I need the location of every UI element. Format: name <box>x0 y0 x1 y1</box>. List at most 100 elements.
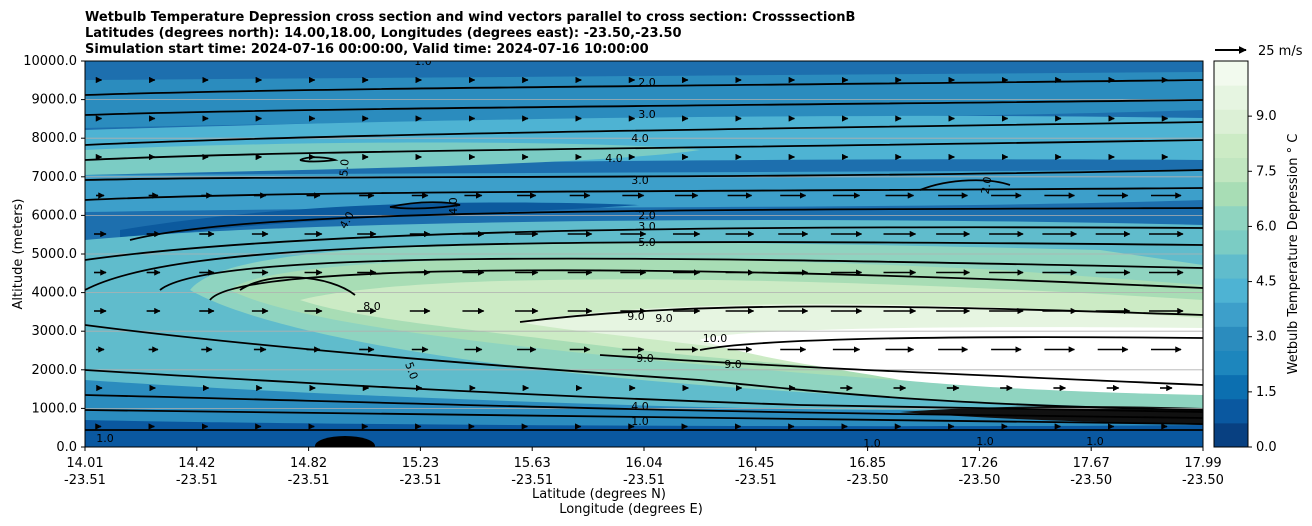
contour-label: 9.0 <box>636 352 654 365</box>
x-axis: 14.01 -23.51 14.42 -23.51 14.82 -23.51 15.23 -2… <box>64 447 1224 488</box>
contour-label: 10.0 <box>703 332 728 345</box>
x-axis-label-line-1: Latitude (degrees N) <box>532 487 666 502</box>
x-axis-label-line-2: Longitude (degrees E) <box>559 502 703 517</box>
colorbar-segment <box>1214 254 1248 279</box>
colorbar-tick-label: 1.5 <box>1256 385 1277 400</box>
contour-line <box>129 207 1203 241</box>
quiver-key-label: 25 m/s <box>1258 44 1303 59</box>
field-band <box>85 142 700 175</box>
contour-line <box>85 99 1203 116</box>
contour-line <box>85 394 1203 419</box>
y-tick-label: 1000.0 <box>32 401 78 416</box>
colorbar-segment <box>1214 157 1248 183</box>
contour-label: 9.0 <box>627 310 645 323</box>
x-tick-label-lon: -23.50 <box>958 473 1000 488</box>
x-tick-label-lon: -23.51 <box>288 473 330 488</box>
y-axis: 0.0 1000.0 2000.0 3000.0 4000.0 5000.0 6000.0 7… <box>23 54 85 455</box>
contour-line <box>85 79 1203 96</box>
colorbar-tick-label: 7.5 <box>1256 164 1277 179</box>
y-tick-label: 10000.0 <box>23 54 77 69</box>
contour-label: 3.0 <box>631 174 649 187</box>
contour-label: 5.0 <box>337 158 351 177</box>
colorbar-tick-label: 4.5 <box>1256 275 1277 290</box>
contour-line <box>85 409 1203 425</box>
colorbar-label: Wetbulb Temperature Depression ° C <box>1286 134 1301 375</box>
x-tick-label-lat: 15.63 <box>514 456 551 471</box>
contour-line <box>519 305 1203 323</box>
y-tick-label: 7000.0 <box>32 170 78 185</box>
contour-label: 4.0 <box>631 132 649 145</box>
colorbar-tick-label: 0.0 <box>1256 440 1277 455</box>
colorbar-segment <box>1214 109 1248 134</box>
colorbar <box>1214 61 1248 448</box>
contour-label: 4.0 <box>447 197 460 215</box>
x-tick-label-lat: 16.85 <box>849 456 886 471</box>
contour-label: 4.0 <box>631 400 649 413</box>
colorbar-segment <box>1214 326 1248 351</box>
contour-line <box>919 179 1011 191</box>
y-tick-label: 0.0 <box>56 440 77 455</box>
contour-line <box>699 336 1203 351</box>
colorbar-segment <box>1214 205 1248 231</box>
contour-label: 9.0 <box>724 358 742 371</box>
contour-label: 4.0 <box>605 152 623 165</box>
colorbar-segment <box>1214 278 1248 303</box>
contour-label: 1.0 <box>863 437 881 450</box>
x-tick-label-lon: -23.51 <box>399 473 441 488</box>
x-tick-label-lat: 14.42 <box>178 456 215 471</box>
plot-area: 2.0 3.0 4.0 4.0 3.0 2.0 3.0 5.0 8.0 9.0 … <box>85 55 1203 450</box>
contour-line <box>389 201 461 210</box>
contour-line <box>85 139 1203 161</box>
contour-labels: 2.0 3.0 4.0 4.0 3.0 2.0 3.0 5.0 8.0 9.0 … <box>96 55 1104 450</box>
field-band <box>700 327 1203 395</box>
x-tick-label-lon: -23.50 <box>1070 473 1112 488</box>
x-tick-label-lon: -23.51 <box>176 473 218 488</box>
colorbar-tick-label: 3.0 <box>1256 330 1277 345</box>
contour-line <box>159 257 1203 291</box>
wind-vectors <box>94 76 1184 430</box>
field-band <box>120 202 640 240</box>
x-tick-label-lat: 14.01 <box>66 456 103 471</box>
contour-line <box>599 354 1203 386</box>
contour-label: 2.0 <box>638 76 656 89</box>
contour-label: 9.0 <box>655 312 673 325</box>
x-tick-label-lon: -23.51 <box>623 473 665 488</box>
contour-line <box>85 324 1203 411</box>
x-tick-label-lon: -23.50 <box>1182 473 1224 488</box>
colorbar-tick-label: 6.0 <box>1256 219 1277 234</box>
contour-line <box>85 187 1203 201</box>
contour-label: 1.0 <box>1086 435 1104 448</box>
x-tick-label-lat: 15.23 <box>402 456 439 471</box>
y-axis-label: Altitude (meters) <box>11 199 26 310</box>
x-tick-label-lon: -23.51 <box>735 473 777 488</box>
colorbar-segment <box>1214 229 1248 255</box>
contour-label: 5.0 <box>638 236 656 249</box>
contour-lines <box>85 79 1203 432</box>
y-tick-label: 8000.0 <box>32 131 78 146</box>
colorbar-ticks: 0.0 1.5 3.0 4.5 6.0 7.5 9.0 <box>1248 109 1277 455</box>
contour-label: 2.0 <box>979 176 995 195</box>
colorbar-frame <box>1213 60 1249 448</box>
y-tick-label: 3000.0 <box>32 324 78 339</box>
chart-title-line-1: Wetbulb Temperature Depression cross sec… <box>85 10 855 25</box>
contour-line <box>239 276 356 296</box>
contour-line <box>85 121 1203 146</box>
contour-label: 5.0 <box>402 360 420 381</box>
colorbar-segment <box>1214 302 1248 327</box>
contour-label: 3.0 <box>638 220 656 233</box>
contour-label: 1.0 <box>414 55 432 68</box>
x-tick-label-lat: 14.82 <box>290 456 327 471</box>
colorbar-segment <box>1214 398 1248 424</box>
chart-title-line-3: Simulation start time: 2024-07-16 00:00:… <box>85 42 649 57</box>
colorbar-segment <box>1214 181 1248 207</box>
colorbar-segment <box>1214 61 1248 86</box>
x-tick-label-lon: -23.51 <box>511 473 553 488</box>
colorbar-tick-label: 9.0 <box>1256 109 1277 124</box>
contour-label: 2.0 <box>638 209 656 222</box>
contour-line <box>85 369 1203 413</box>
colorbar-segment <box>1214 133 1248 158</box>
x-tick-label-lat: 16.45 <box>737 456 774 471</box>
contour-label: 1.0 <box>976 435 994 448</box>
contour-label: 3.0 <box>638 108 656 121</box>
